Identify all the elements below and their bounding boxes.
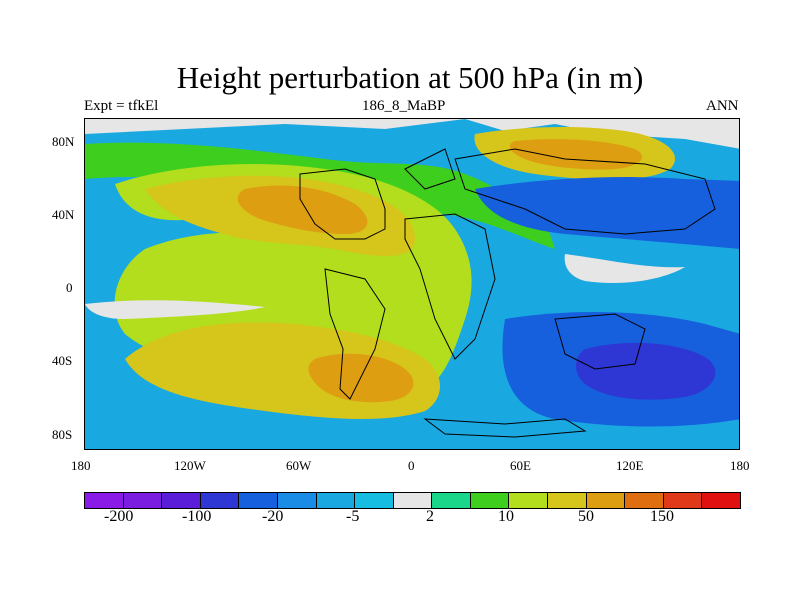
- field-band-blue-ne: [475, 177, 739, 249]
- colorbar-label: 150: [650, 508, 674, 525]
- colorbar-label: -5: [346, 508, 360, 525]
- colorbar-swatch: [392, 492, 433, 509]
- field-band-deepblue-se: [576, 342, 716, 400]
- colorbar-label: -200: [104, 508, 134, 525]
- colorbar-swatch: [354, 492, 394, 509]
- field-neutral-west: [85, 300, 265, 319]
- colorbar-swatch: [431, 492, 471, 509]
- x-tick-label: 180: [71, 458, 91, 473]
- colorbar-swatch: [701, 492, 741, 509]
- colorbar-swatch: [238, 492, 278, 509]
- season-label: ANN: [706, 98, 739, 114]
- colorbar-swatch: [315, 492, 356, 509]
- colorbar-label: 50: [578, 508, 594, 525]
- colorbar-swatch: [276, 492, 317, 509]
- colorbar-swatch: [469, 492, 510, 509]
- x-tick-label: 0: [408, 458, 415, 473]
- y-tick-label: 0: [66, 280, 73, 295]
- field-neutral-north: [85, 119, 739, 149]
- field-neutral-east: [564, 254, 685, 284]
- colorbar-swatch: [508, 492, 549, 509]
- field-band-orange-n: [237, 185, 368, 234]
- experiment-label: Expt = tfkEl: [84, 98, 159, 114]
- colorbar-label: 10: [498, 508, 514, 525]
- colorbar-swatch: [161, 492, 201, 509]
- colorbar-label: -20: [262, 508, 284, 525]
- colorbar-label: -100: [182, 508, 212, 525]
- x-tick-label: 60E: [510, 458, 531, 473]
- y-tick-label: 40N: [52, 207, 75, 222]
- x-tick-label: 60W: [286, 458, 312, 473]
- y-tick-label: 40S: [52, 353, 73, 368]
- map-field-svg: [85, 119, 739, 449]
- colorbar-swatch: [199, 492, 240, 509]
- map-plot-area: [84, 118, 740, 450]
- run-label: 186_8_MaBP: [362, 98, 446, 114]
- colorbar-swatch: [547, 492, 587, 509]
- colorbar: [84, 492, 741, 509]
- colorbar-swatch: [662, 492, 703, 509]
- coastlines: [299, 148, 716, 438]
- y-tick-label: 80S: [52, 427, 73, 442]
- colorbar-swatch: [624, 492, 664, 509]
- colorbar-swatch: [122, 492, 163, 509]
- x-tick-label: 120W: [174, 458, 206, 473]
- colorbar-swatch: [84, 492, 124, 509]
- colorbar-label: 2: [426, 508, 434, 525]
- y-tick-label: 80N: [52, 134, 75, 149]
- x-tick-label: 120E: [616, 458, 644, 473]
- map-title: Height perturbation at 500 hPa (in m): [176, 60, 644, 95]
- x-tick-label: 180: [730, 458, 750, 473]
- colorbar-swatch: [585, 492, 626, 509]
